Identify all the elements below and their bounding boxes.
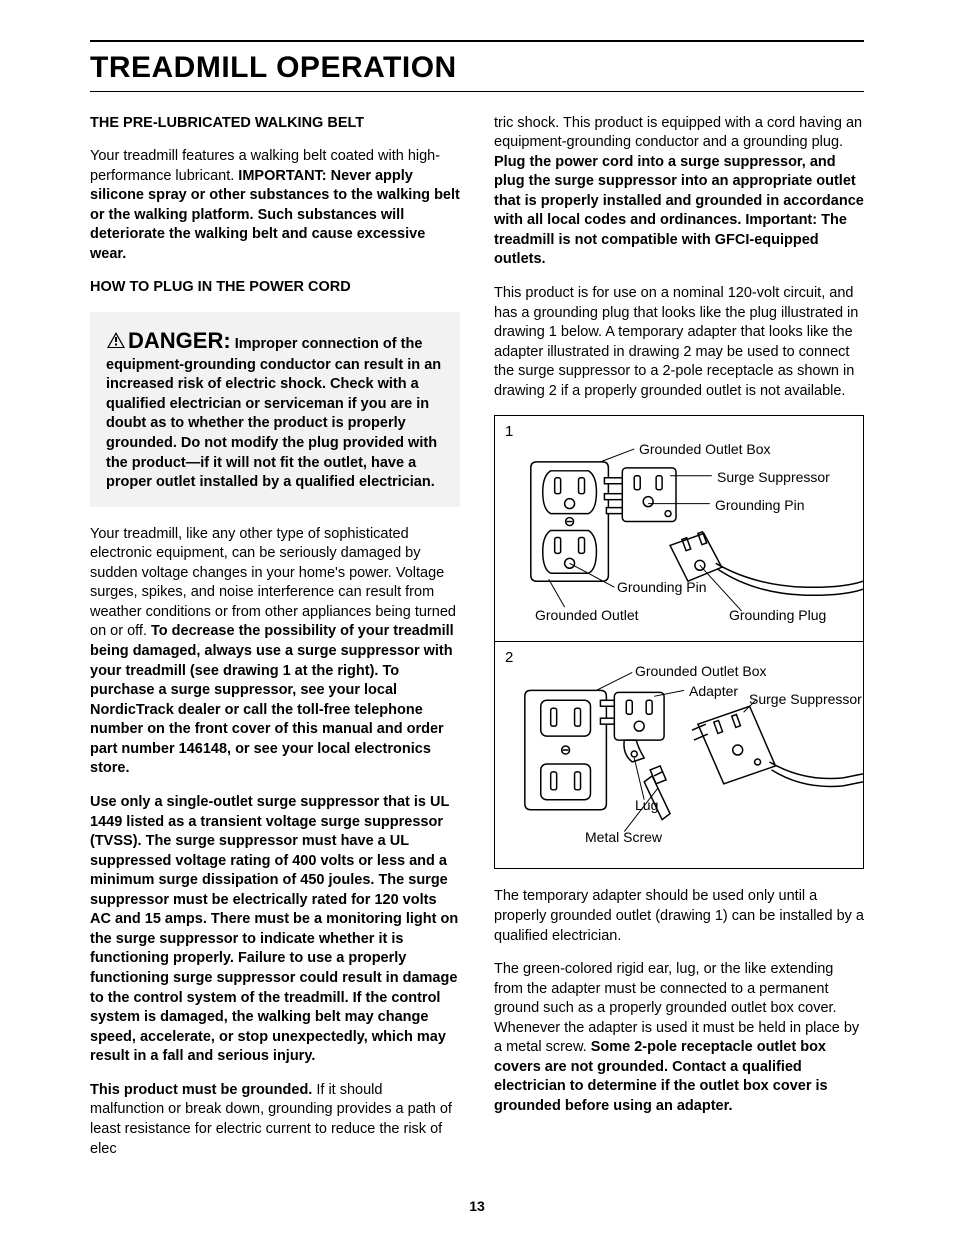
surge-instruction: To decrease the possibility of your trea… (90, 623, 454, 776)
label-adapter-2: Adapter (689, 682, 738, 701)
label-outlet-box-2: Grounded Outlet Box (635, 662, 767, 681)
label-outlet-box-1: Grounded Outlet Box (639, 440, 771, 459)
label-surge-1: Surge Suppressor (717, 468, 830, 487)
label-lug-2: Lug (635, 796, 658, 815)
label-gpin-1b: Grounding Pin (617, 578, 707, 597)
page-title: TREADMILL OPERATION (90, 48, 864, 89)
grounding-lead: This product must be grounded. (90, 1082, 312, 1098)
content-columns: THE PRE-LUBRICATED WALKING BELT Your tre… (90, 114, 864, 1174)
section-heading-belt: THE PRE-LUBRICATED WALKING BELT (90, 114, 460, 134)
adapter-lug-paragraph: The green-colored rigid ear, lug, or the… (494, 960, 864, 1117)
plug-cont-b: Plug the power cord into a surge suppres… (494, 154, 864, 268)
warning-icon (106, 331, 126, 356)
label-gplug-1: Grounding Plug (729, 606, 826, 625)
adapter-temp-paragraph: The temporary adapter should be used onl… (494, 887, 864, 946)
belt-paragraph: Your treadmill features a walking belt c… (90, 147, 460, 264)
plug-continued-paragraph: tric shock. This product is equipped wit… (494, 114, 864, 271)
diagram-panel-2: 2 (495, 642, 863, 868)
surge-intro-paragraph: Your treadmill, like any other type of s… (90, 525, 460, 779)
label-gpin-1a: Grounding Pin (715, 496, 805, 515)
grounding-paragraph: This product must be grounded. If it sho… (90, 1081, 460, 1159)
top-rule (90, 40, 864, 42)
surge-spec-paragraph: Use only a single-outlet surge suppresso… (90, 793, 460, 1067)
title-rule (90, 91, 864, 92)
danger-heading: DANGER: (128, 328, 231, 353)
circuit-paragraph: This product is for use on a nominal 120… (494, 284, 864, 401)
label-goutlet-1: Grounded Outlet (535, 606, 639, 625)
danger-body: DANGER: Improper connection of the equip… (106, 336, 441, 490)
label-screw-2: Metal Screw (585, 828, 662, 847)
wiring-diagram: 1 (494, 415, 864, 869)
diagram-panel-1: 1 (495, 416, 863, 642)
section-heading-plug: HOW TO PLUG IN THE POWER CORD (90, 278, 460, 298)
plug-cont-a: tric shock. This product is equipped wit… (494, 115, 862, 151)
left-column: THE PRE-LUBRICATED WALKING BELT Your tre… (90, 114, 460, 1174)
danger-callout: DANGER: Improper connection of the equip… (90, 312, 460, 507)
right-column: tric shock. This product is equipped wit… (494, 114, 864, 1174)
label-surge-2: Surge Suppressor (749, 690, 862, 709)
danger-text-body: Improper connection of the equipment-gro… (106, 336, 441, 490)
page-number: 13 (90, 1197, 864, 1216)
